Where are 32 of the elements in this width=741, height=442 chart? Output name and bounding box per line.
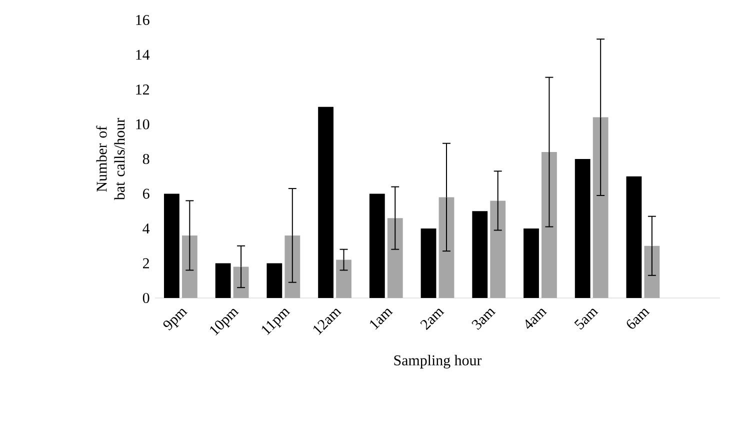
bar — [336, 260, 352, 298]
bar — [626, 176, 642, 298]
y-axis-title: Number of bat calls/hour — [96, 118, 125, 200]
bar — [369, 194, 385, 298]
x-tick-label: 4am — [526, 308, 548, 329]
bar — [266, 263, 282, 298]
bar — [164, 194, 180, 298]
bar — [420, 228, 436, 298]
y-tick-label: 12 — [136, 84, 149, 94]
y-tick-label: 0 — [142, 292, 150, 304]
bar — [592, 117, 608, 298]
bar — [524, 228, 539, 298]
bar — [574, 159, 590, 298]
x-tick-label: 5am — [574, 308, 598, 330]
y-tick-label: 8 — [142, 154, 150, 164]
y-tick-label: 2 — [143, 258, 149, 268]
x-tick-label: 3am — [472, 308, 496, 330]
x-tick-label: 1am — [370, 308, 393, 330]
y-tick-label: 6 — [142, 188, 150, 199]
bar — [387, 218, 403, 298]
bar — [490, 200, 506, 298]
bar — [472, 211, 488, 298]
y-tick-label: 4 — [142, 224, 150, 234]
x-tick-label: 9pm — [163, 308, 188, 330]
bar — [318, 106, 334, 298]
x-tick-label: 6am — [626, 308, 650, 329]
x-tick-label: 2am — [420, 308, 444, 330]
y-tick-label: 16 — [136, 14, 150, 26]
y-tick-label: 14 — [136, 50, 150, 60]
bar — [215, 263, 231, 298]
x-axis-title: Sampling hour — [394, 354, 482, 368]
y-tick-label: 10 — [136, 119, 150, 130]
